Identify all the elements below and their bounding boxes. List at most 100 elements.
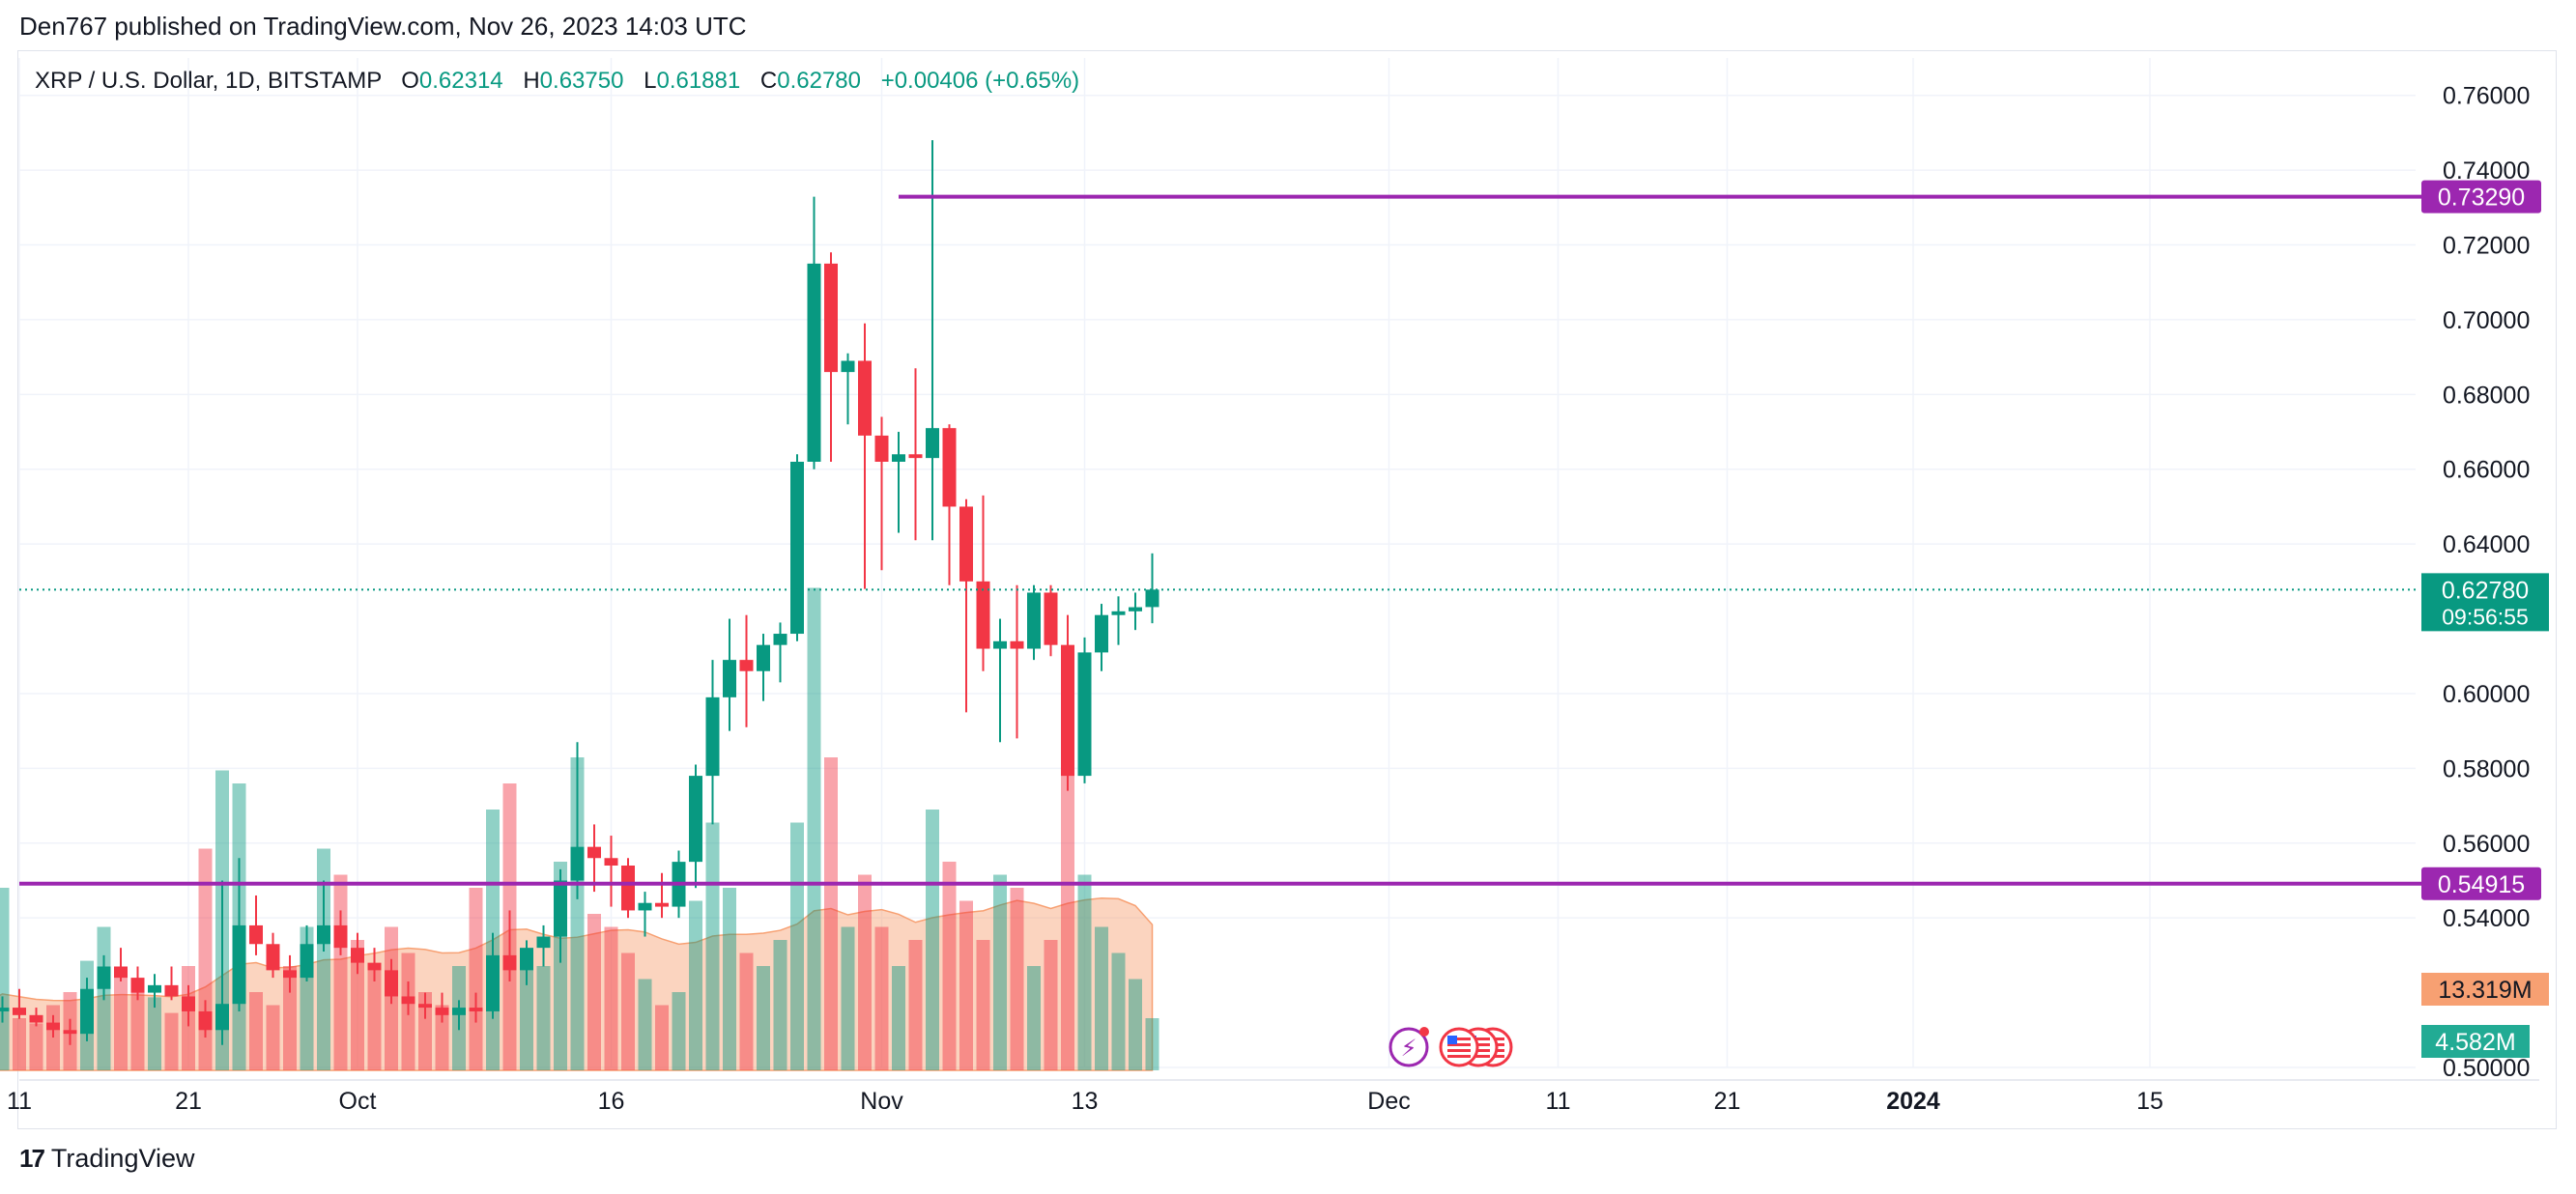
candle-body [435, 1008, 449, 1015]
candle-body [587, 846, 601, 859]
candle-body [1027, 592, 1041, 649]
lightning-glyph-icon: ⚡ [1401, 1035, 1417, 1062]
change-value: +0.00406 (+0.65%) [880, 68, 1080, 94]
last-price-tag [2421, 573, 2549, 632]
candle-body [283, 970, 297, 979]
volume-bar [46, 1005, 60, 1070]
candle-body [1111, 611, 1126, 615]
volume-bar [942, 862, 957, 1070]
x-tick-label: 21 [1714, 1088, 1741, 1115]
candle-body [80, 988, 94, 1035]
y-tick-label: 0.58000 [2443, 755, 2530, 782]
volume-bar [148, 997, 161, 1070]
candle-body [114, 966, 128, 979]
chart-frame[interactable] [17, 50, 2557, 1129]
level-price-label: 0.54915 [2438, 871, 2525, 898]
volume-bar [926, 810, 939, 1070]
candle-body [638, 902, 652, 911]
volume-bar [114, 971, 128, 1070]
candle-body [604, 858, 618, 866]
volume-bar [638, 979, 652, 1070]
close-value: 0.62780 [777, 68, 862, 94]
candles [0, 140, 1159, 1045]
volume-bar [1044, 940, 1058, 1070]
candle-body [942, 428, 957, 507]
x-tick-label: 2024 [1886, 1088, 1940, 1115]
volume-bar [790, 822, 804, 1070]
candle-body [723, 660, 736, 697]
candle-body [1061, 644, 1074, 777]
candle-body [182, 996, 195, 1011]
candle-body [300, 944, 314, 979]
candle-body [908, 454, 923, 459]
low-value: 0.61881 [656, 68, 741, 94]
volume-bar [418, 992, 432, 1070]
volume-bar [469, 888, 483, 1070]
candle-body [655, 902, 669, 907]
candle-body [97, 966, 111, 989]
volume-bar [351, 940, 364, 1070]
footer: 17 TradingView [19, 1144, 195, 1174]
volume-bar [1111, 952, 1126, 1070]
volume-bar [773, 940, 787, 1070]
x-tick-label: Nov [860, 1088, 903, 1115]
candle-body [385, 970, 398, 997]
open-value: 0.62314 [418, 68, 503, 94]
y-tick-label: 0.54000 [2443, 905, 2530, 932]
candle-body [418, 1004, 432, 1009]
volume-bar [1145, 1018, 1159, 1070]
volume-bar [1027, 966, 1041, 1070]
candle-body [351, 948, 364, 963]
flag-stripe [1447, 1049, 1471, 1052]
volume-bar [536, 966, 551, 1070]
high-label: H [523, 68, 540, 94]
levels [19, 194, 2425, 886]
close-label: C [759, 68, 778, 94]
volume-bar [705, 822, 720, 1070]
volume-bar [807, 587, 821, 1070]
flag-stripe [1447, 1055, 1471, 1058]
candle-body [148, 984, 161, 993]
brand-name[interactable]: TradingView [50, 1144, 195, 1173]
candle-body [520, 948, 533, 971]
candle-body [333, 924, 348, 949]
volume-last-tag [2421, 1025, 2530, 1058]
lightning-event-icon [1388, 1027, 1429, 1067]
volume-bar [266, 1005, 280, 1070]
volume-bar [959, 900, 973, 1070]
candle-body [621, 866, 635, 911]
symbol-title[interactable]: XRP / U.S. Dollar, 1D, BITSTAMP [35, 68, 383, 94]
x-tick-label: Oct [339, 1088, 377, 1115]
candle-body [536, 936, 551, 949]
candle-body [705, 696, 720, 777]
y-tick-label: 0.72000 [2443, 233, 2530, 260]
volume-bar [283, 966, 297, 1070]
volume-bar [570, 757, 585, 1070]
level-price-tag [2421, 180, 2541, 213]
low-label: L [644, 68, 657, 94]
x-tick-label: 16 [598, 1088, 625, 1115]
candle-body [164, 984, 179, 997]
tradingview-logo-icon[interactable]: 17 [19, 1144, 45, 1173]
candle-body [13, 1008, 26, 1015]
candle-body [486, 954, 500, 1011]
candle-body [232, 924, 246, 1005]
candle-body [63, 1030, 77, 1035]
candle-body [790, 462, 804, 635]
flag-stripe [1467, 1055, 1490, 1058]
us-flag-event-icon [1439, 1027, 1479, 1067]
volume-bar [672, 992, 686, 1070]
candle-body [1095, 614, 1108, 653]
volume-bar [435, 1005, 449, 1070]
volume-bar [13, 1018, 26, 1070]
volume-bar [739, 952, 754, 1070]
grid [18, 58, 2416, 1068]
y-tick-label: 0.50000 [2443, 1055, 2530, 1082]
y-tick-label: 0.74000 [2443, 157, 2530, 185]
publish-info: Den767 published on TradingView.com, Nov… [19, 12, 747, 41]
volume-bar [317, 848, 330, 1070]
y-tick-label: 0.60000 [2443, 681, 2530, 708]
countdown-label: 09:56:55 [2442, 604, 2529, 629]
candle-body [46, 1022, 60, 1031]
